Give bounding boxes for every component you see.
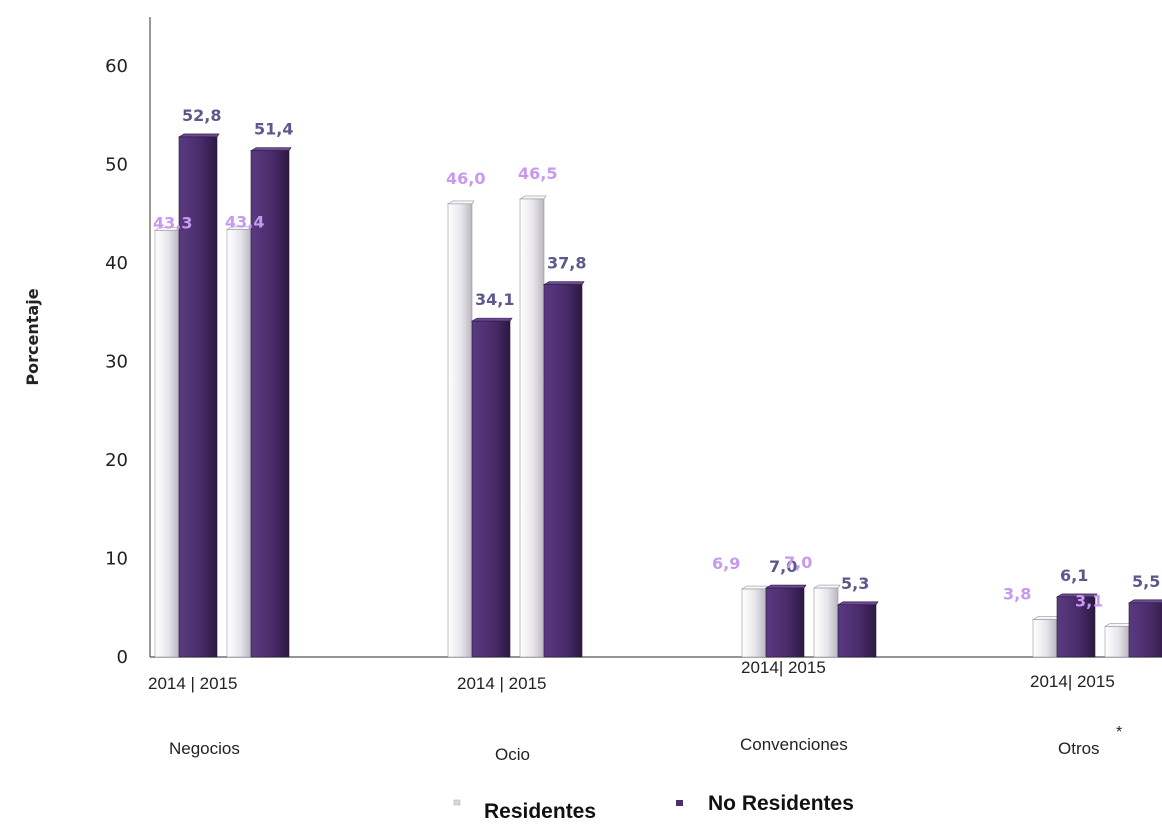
bar-residentes (1032, 619, 1058, 658)
bar-cap-residentes (740, 585, 769, 590)
data-label-residentes: 6,9 (712, 554, 740, 573)
y-tick-label: 0 (117, 647, 128, 668)
bar-residentes (741, 588, 767, 658)
legend-label-no-residentes: No Residentes (708, 792, 854, 815)
bar-cap-residentes (1103, 623, 1132, 627)
data-label-residentes: 46,0 (446, 169, 485, 188)
data-label-residentes: 43,3 (153, 213, 192, 232)
category-label: Convenciones (740, 735, 848, 754)
category-years-label: 2014| 2015 (741, 658, 826, 677)
category-label: Otros (1058, 739, 1100, 758)
footnote-marker: * (1116, 724, 1122, 741)
category-years-label: 2014| 2015 (1030, 672, 1115, 691)
data-label-no-residentes: 5,5 (1132, 572, 1160, 591)
legend-swatch-residentes (453, 799, 461, 806)
bar-no_residentes (543, 284, 583, 658)
category-label: Ocio (495, 745, 530, 764)
bar-cap-residentes (446, 200, 475, 205)
bar-no_residentes (837, 604, 877, 658)
y-tick-label: 50 (105, 155, 128, 176)
bar-no_residentes (471, 320, 511, 658)
bar-cap-no_residentes (470, 317, 513, 322)
bar-no_residentes (178, 136, 218, 658)
y-tick-label: 40 (105, 253, 128, 274)
bar-no_residentes (765, 587, 805, 658)
bar-residentes (226, 229, 252, 658)
data-label-no-residentes: 7,0 (769, 557, 797, 576)
y-axis-label: Porcentaje (23, 288, 42, 385)
bar-cap-no_residentes (1127, 599, 1162, 604)
bar-cap-residentes (812, 584, 841, 589)
category-years-label: 2014 | 2015 (457, 674, 547, 693)
bar-cap-no_residentes (249, 147, 292, 152)
y-tick-label: 10 (105, 549, 128, 570)
bar-cap-no_residentes (542, 281, 585, 285)
bar-residentes (1104, 626, 1130, 658)
data-label-no-residentes: 52,8 (182, 106, 221, 125)
y-tick-label: 30 (105, 352, 128, 373)
bar-residentes (519, 198, 545, 658)
legend-swatch-no-residentes (676, 800, 683, 806)
data-labels: 43,3 52,8 43,4 51,4 46,0 34,1 46,5 37,8 6,9 7,07,… (153, 106, 1160, 611)
bar-residentes (813, 587, 839, 658)
bar-cap-no_residentes (177, 133, 220, 138)
bar-cap-no_residentes (836, 601, 879, 606)
data-label-no-residentes: 37,8 (547, 254, 586, 273)
data-label-no-residentes: 6,1 (1060, 566, 1088, 585)
y-tick-label: 60 (105, 56, 128, 77)
category-years-label: 2014 | 2015 (148, 674, 238, 693)
data-label-residentes: 3,8 (1003, 585, 1031, 604)
category-label: Negocios (169, 739, 240, 758)
bar-residentes (154, 230, 180, 658)
bars (153, 133, 1162, 658)
data-label-residentes: 46,5 (518, 164, 557, 183)
bar-no_residentes (1128, 602, 1162, 658)
bar-no_residentes (1056, 596, 1096, 658)
y-tick-label: 20 (105, 450, 128, 471)
category-labels: 2014 | 2015 Negocios 2014 | 2015 Ocio 2014| … (148, 658, 1122, 764)
data-label-no-residentes: 5,3 (841, 574, 869, 593)
data-label-residentes: 7,0 (784, 553, 812, 572)
legend-label-residentes: Residentes (484, 800, 596, 823)
data-label-no-residentes: 34,1 (475, 290, 514, 309)
data-label-residentes: 3,1 (1075, 591, 1103, 610)
bar-cap-residentes (518, 195, 547, 200)
bar-cap-residentes (1031, 616, 1060, 620)
legend: Residentes No Residentes (453, 792, 854, 823)
bar-residentes (447, 203, 473, 658)
data-label-no-residentes: 51,4 (254, 120, 293, 139)
data-label-residentes: 43,4 (225, 213, 264, 232)
axes: 0 10 20 30 40 50 60 Porcentaje (23, 17, 1162, 668)
bar-no_residentes (250, 150, 290, 658)
bar-cap-no_residentes (764, 584, 807, 589)
